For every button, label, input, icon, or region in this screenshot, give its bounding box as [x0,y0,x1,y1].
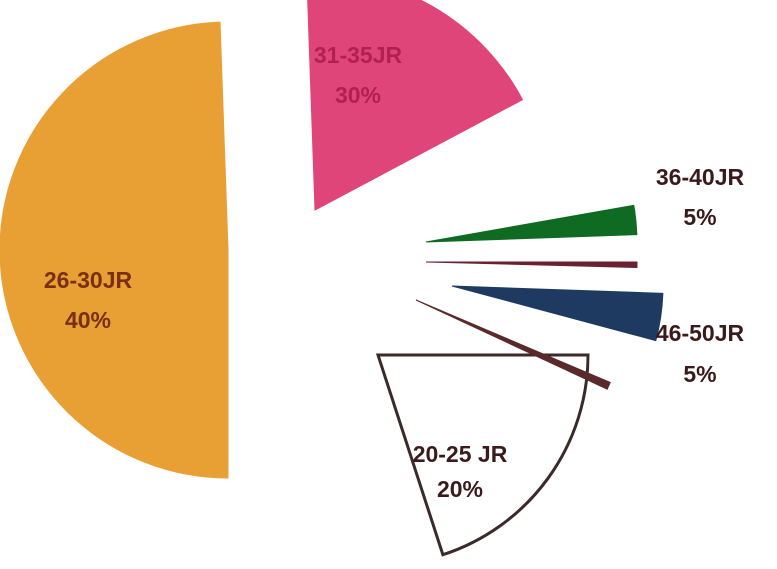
slice-label-46-50jr: 46-50JR [656,320,745,346]
slice-percent-26-30jr: 40% [65,307,111,333]
pie-slice-slice-6 [415,299,611,390]
slice-percent-36-40jr: 5% [683,204,716,230]
slice-label-36-40jr: 36-40JR [656,164,745,190]
pie-slice-41-45jr [425,261,638,269]
slice-percent-20-25-jr: 20% [437,476,483,502]
pie-slice-31-35jr [307,0,524,211]
slice-percent-46-50jr: 5% [683,361,716,387]
slice-label-20-25-jr: 20-25 JR [413,441,508,467]
pie-slice-26-30jr [0,21,229,479]
pie-slices [0,0,664,557]
slice-percent-31-35jr: 30% [335,82,381,108]
slice-label-31-35jr: 31-35JR [314,42,403,68]
pie-slice-46-50jr [451,285,664,342]
pie-slice-20-25-jr [375,353,590,557]
pie-labels: 20-25 JR 20% 26-30JR 40% 31-35JR 30% 36-40JR 5%… [44,42,745,502]
slice-label-26-30jr: 26-30JR [44,267,133,293]
pie-slice-36-40jr [425,204,638,243]
